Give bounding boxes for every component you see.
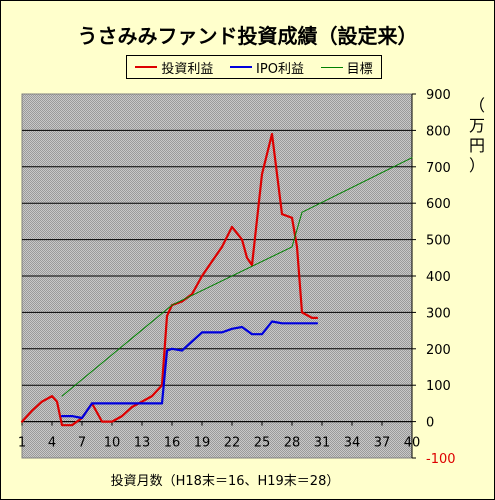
x-tick-label: 22 bbox=[224, 436, 241, 451]
legend-item-ipo: IPO利益 bbox=[230, 58, 304, 77]
y-tick-label: 100 bbox=[426, 379, 451, 394]
y-tick-label: 0 bbox=[426, 416, 434, 431]
x-tick-label: 25 bbox=[254, 436, 271, 451]
y-unit-man: 万 bbox=[468, 116, 485, 135]
x-tick-label: 40 bbox=[404, 436, 421, 451]
x-tick-label: 31 bbox=[314, 436, 331, 451]
y-unit-close: ） bbox=[468, 156, 485, 175]
y-axis-unit: （ 万 円 ） bbox=[466, 96, 488, 176]
y-tick-label: 700 bbox=[426, 161, 451, 176]
y-tick-label: -100 bbox=[426, 452, 456, 467]
legend-swatch-ipo bbox=[230, 66, 253, 68]
series-line-ipo bbox=[60, 320, 319, 420]
x-tick-label: 1 bbox=[18, 436, 26, 451]
series-line-target bbox=[61, 157, 413, 397]
chart-title: うさみみファンド投資成績（設定来） bbox=[77, 24, 418, 48]
y-tick-label: 900 bbox=[426, 88, 451, 103]
y-tick-label: 600 bbox=[426, 197, 451, 212]
legend-label-target: 目標 bbox=[346, 61, 373, 77]
x-tick-label: 10 bbox=[104, 436, 121, 451]
y-tick-label: 200 bbox=[426, 343, 451, 358]
chart-legend: 投資利益 IPO利益 目標 bbox=[126, 55, 382, 79]
x-axis-label: 投資月数（H18末＝16、H19末＝28） bbox=[110, 474, 340, 489]
legend-label-ipo: IPO利益 bbox=[256, 61, 304, 77]
x-tick-label: 13 bbox=[134, 436, 151, 451]
y-tick-label: 800 bbox=[426, 124, 451, 139]
y-tick-label: 400 bbox=[426, 270, 451, 285]
legend-item-target: 目標 bbox=[320, 58, 373, 77]
y-unit-en: 円 bbox=[468, 136, 485, 155]
x-tick-label: 28 bbox=[284, 436, 301, 451]
y-unit-open: （ bbox=[468, 96, 485, 115]
legend-label-profit: 投資利益 bbox=[161, 61, 214, 77]
x-tick-label: 19 bbox=[194, 436, 211, 451]
legend-swatch-profit bbox=[135, 66, 158, 68]
x-tick-label: 16 bbox=[164, 436, 181, 451]
x-tick-label: 37 bbox=[374, 436, 391, 451]
legend-item-profit: 投資利益 bbox=[135, 58, 213, 77]
x-tick-label: 7 bbox=[78, 436, 86, 451]
x-tick-label: 4 bbox=[48, 436, 56, 451]
x-tick-label: 34 bbox=[344, 436, 361, 451]
legend-swatch-target bbox=[320, 66, 343, 68]
y-tick-label: 300 bbox=[426, 306, 451, 321]
y-tick-label: 500 bbox=[426, 234, 451, 249]
